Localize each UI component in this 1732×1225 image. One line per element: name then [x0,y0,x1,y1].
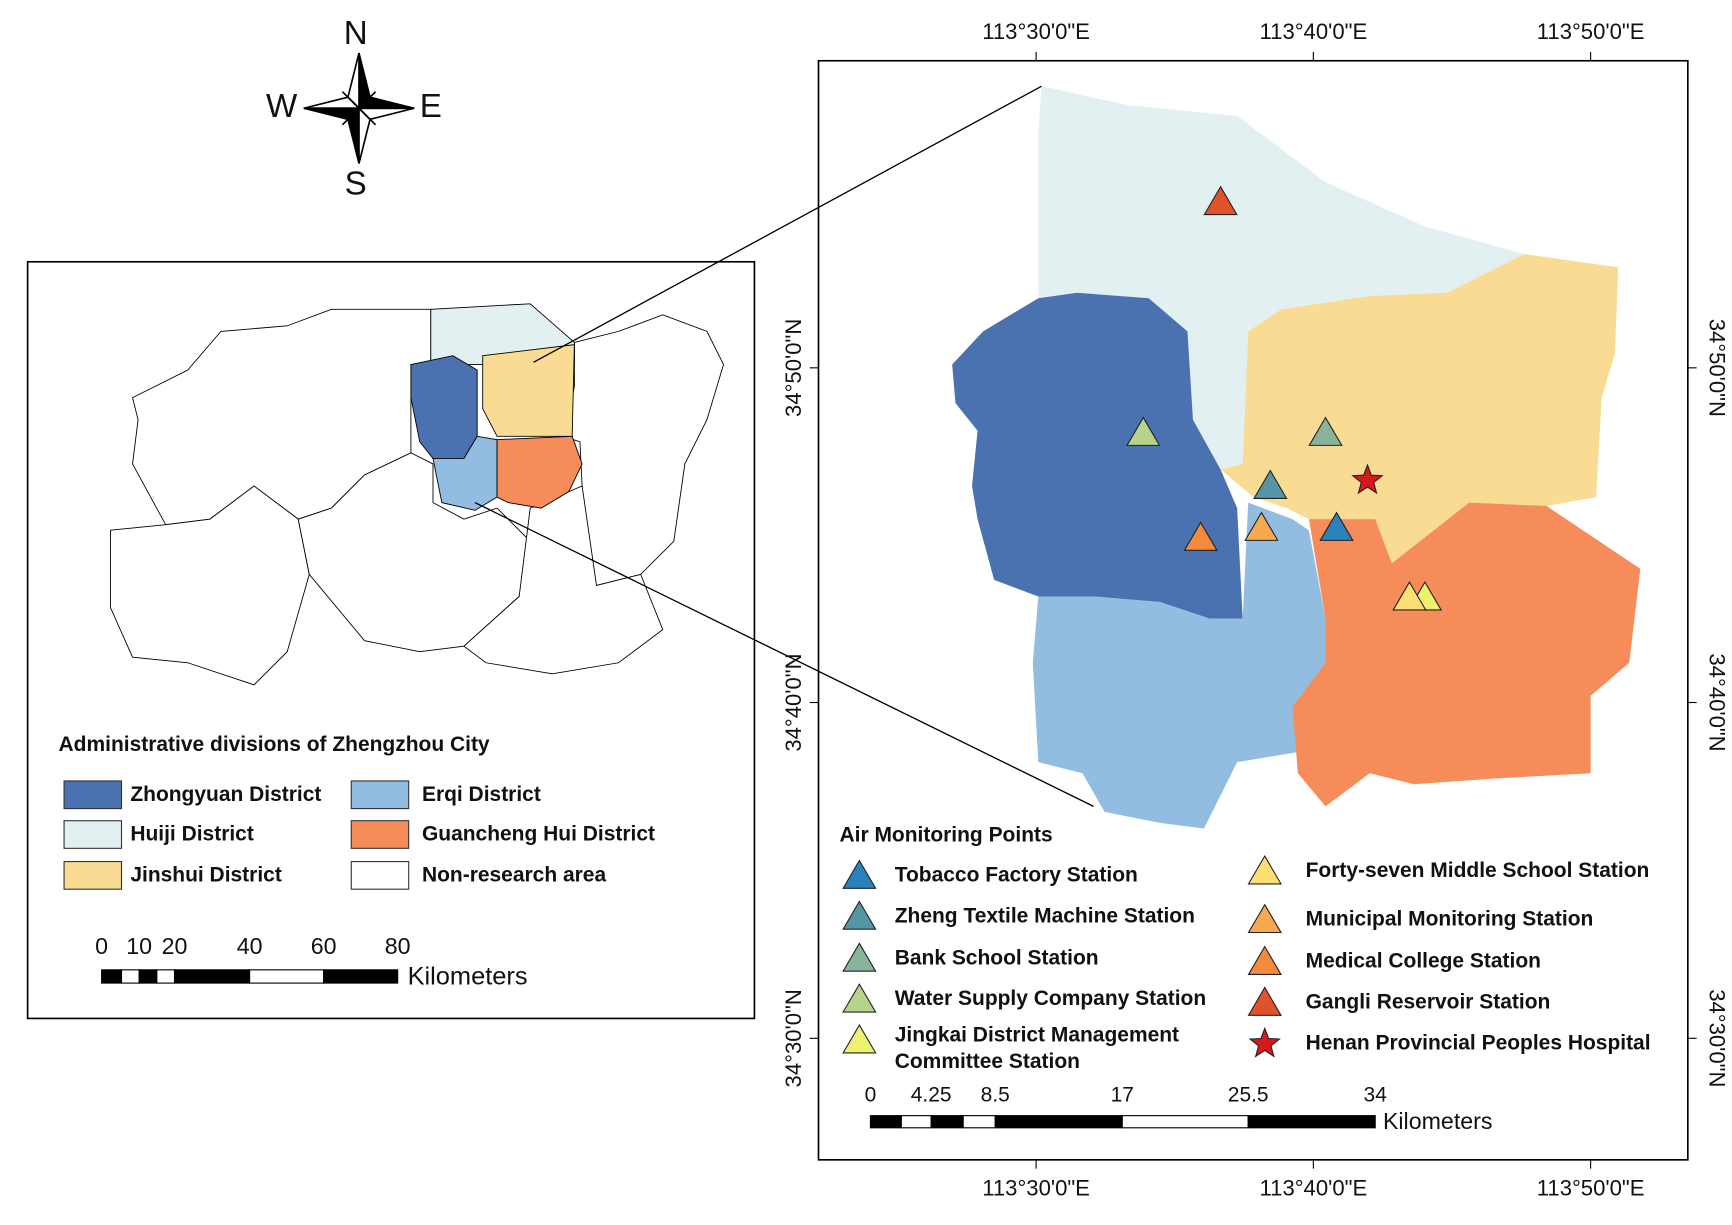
scale-segment [249,969,325,984]
legend-label: Water Supply Company Station [895,987,1206,1010]
scale-label: 34 [1364,1083,1388,1106]
longitude-label: 113°30'0"E [982,1175,1090,1200]
scale-segment [962,1115,996,1129]
scale-segment [900,1115,932,1129]
station-marker [1244,511,1279,541]
latitude-label: 34°40'0"N [1705,653,1730,751]
scale-label: 25.5 [1228,1083,1269,1106]
legend-symbol [842,1023,877,1054]
hospital-marker [1351,463,1384,495]
scale-label: 20 [162,933,188,959]
latitude-label: 34°30'0"N [1705,989,1730,1087]
latitude-label: 34°40'0"N [781,653,806,751]
legend-symbol [1247,854,1282,885]
compass-label: W [266,88,298,125]
longitude-label: 113°30'0"E [982,19,1090,44]
legend-label: Bank School Station [895,946,1099,969]
station-marker [1126,416,1161,446]
legend-swatch [350,861,410,890]
scale-label: 40 [237,933,263,959]
scale-segment [1121,1115,1249,1129]
scale-segment [930,1115,964,1129]
legend-label: Committee Station [895,1050,1080,1073]
legend-label: Zhongyuan District [130,783,321,806]
legend-label: Tobacco Factory Station [895,863,1138,886]
legend-label: Huiji District [130,823,254,846]
legend-label: Jingkai District Management [895,1024,1179,1047]
longitude-label: 113°40'0"E [1260,1175,1368,1200]
legend-label: Jinshui District [130,863,281,886]
compass-label: E [420,88,442,125]
station-marker [1183,521,1218,551]
scale-segment [869,1115,902,1129]
legend-symbol [842,900,877,930]
scale-label: 60 [311,933,337,959]
legend-symbol [1248,1026,1281,1058]
compass-label: S [345,165,367,202]
longitude-label: 113°50'0"E [1537,19,1645,44]
legend-swatch [63,820,123,849]
main-districts [952,86,1641,829]
dynamic-layer: N S W E Administrative divisions of Zhengzho… [59,15,1730,1200]
latitude-label: 34°50'0"N [781,319,806,417]
scale-label: 10 [126,933,152,959]
scale-segment [156,969,176,984]
legend-label: Municipal Monitoring Station [1306,908,1594,931]
legend-swatch [350,780,410,810]
scale-segment [1247,1115,1376,1129]
station-marker [1203,185,1238,216]
legend-label: Henan Provincial Peoples Hospital [1306,1031,1651,1054]
scale-label: 0 [865,1083,877,1106]
scale-label: 80 [385,933,411,959]
legend-symbol [842,983,877,1013]
inset-map [110,303,724,686]
legend-symbol [842,859,877,889]
legend-label: Medical College Station [1306,950,1541,973]
scale-unit: Kilometers [408,962,528,990]
legend-swatch [63,861,123,890]
latitude-label: 34°50'0"N [1705,319,1730,417]
legend-label: Non-research area [422,863,606,886]
legend-title: Air Monitoring Points [839,824,1052,847]
legend-swatch [63,780,123,810]
zoom-line [533,85,1042,363]
scale-segment [120,969,140,984]
legend-label: Guancheng Hui District [422,823,655,846]
main-frame [817,59,1689,1161]
station-marker [1392,581,1427,611]
scale-segment [994,1115,1123,1129]
compass-label: N [344,15,368,52]
scale-segment [323,969,399,984]
scale-label: 17 [1111,1083,1134,1106]
scale-segment [138,969,158,984]
station-marker [1308,416,1343,446]
legend-label: Gangli Reservoir Station [1306,991,1551,1014]
latitude-label: 34°30'0"N [781,989,806,1087]
legend-symbol [1247,903,1282,934]
scale-segment [173,969,251,984]
legend-symbol [1247,945,1282,976]
longitude-label: 113°50'0"E [1537,1175,1645,1200]
legend-label: Erqi District [422,783,541,806]
legend-title: Administrative divisions of Zhengzhou Ci… [59,733,490,756]
scale-label: 4.25 [911,1083,952,1106]
compass-rose [303,52,415,164]
legend-label: Forty-seven Middle School Station [1306,859,1650,882]
scale-unit: Kilometers [1383,1108,1493,1134]
legend-symbol [1247,986,1282,1016]
legend-swatch [350,820,410,849]
legend-symbol [842,942,877,972]
longitude-label: 113°40'0"E [1260,19,1368,44]
scale-segment [101,969,123,984]
station-marker [1319,511,1354,541]
legend-label: Zheng Textile Machine Station [895,904,1195,927]
station-marker [1253,469,1288,499]
zoom-line [474,501,1094,807]
scale-label: 8.5 [981,1083,1010,1106]
scale-label: 0 [95,933,108,959]
